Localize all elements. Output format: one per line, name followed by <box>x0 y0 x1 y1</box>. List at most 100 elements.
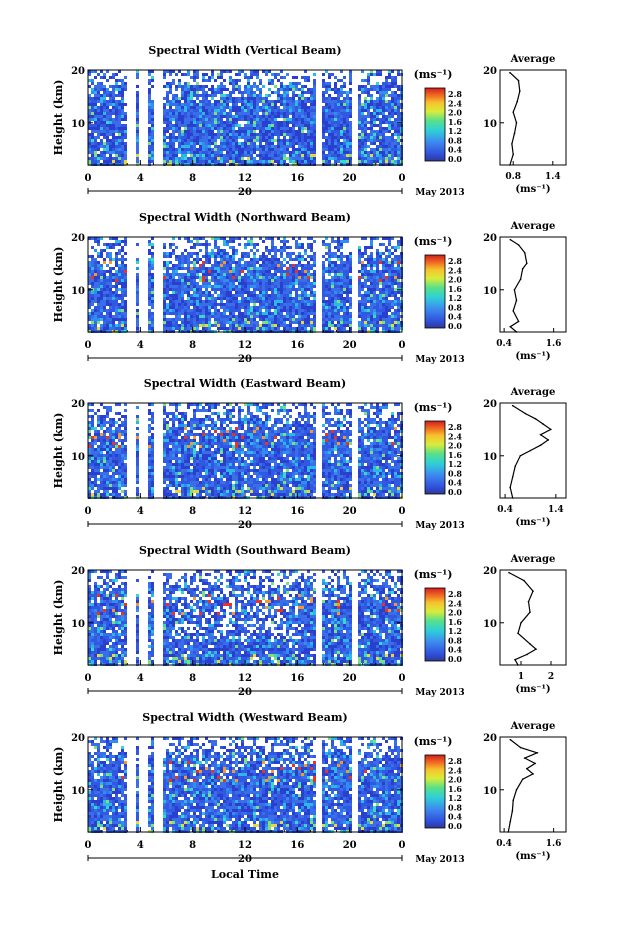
colorbar-tick-label: 0.8 <box>448 302 462 312</box>
colorbar-tick-label: 1.6 <box>448 617 462 627</box>
profile-point <box>523 757 526 759</box>
profile-y-tick-label: 20 <box>483 233 497 244</box>
profile-point <box>509 238 512 241</box>
colorbar <box>424 587 446 662</box>
profile-point <box>512 111 514 114</box>
profile-point <box>517 244 520 246</box>
profile-y-tick-label: 20 <box>483 399 497 410</box>
profile-point <box>512 310 514 312</box>
colorbar-unit: (ms⁻¹) <box>414 735 453 748</box>
colorbar-unit: (ms⁻¹) <box>414 568 453 581</box>
x-tick-label: 0 <box>399 506 406 517</box>
x-tick-label: 20 <box>343 506 357 517</box>
profile-x-tick-label: 1.4 <box>548 505 564 515</box>
profile-frame <box>499 736 567 833</box>
profile-point <box>523 252 526 254</box>
colorbar-tick-label: 0.8 <box>448 468 462 478</box>
profile-point <box>519 746 522 749</box>
colorbar-tick-label: 1.6 <box>448 450 462 460</box>
x-tick-label: 0 <box>399 340 406 351</box>
profile-point <box>529 449 532 452</box>
profile-point <box>524 412 527 415</box>
profile-point <box>539 444 542 447</box>
colorbar-tick-label: 2.8 <box>448 756 462 766</box>
panel-title: Spectral Width (Northward Beam) <box>139 211 351 224</box>
colorbar-tick-label: 2.4 <box>448 98 462 108</box>
profile-title: Average <box>510 554 556 565</box>
colorbar-tick-label: 1.2 <box>448 793 462 803</box>
y-tick-label: 20 <box>71 733 85 744</box>
heatmap-field <box>88 403 403 499</box>
profile-point <box>517 664 519 666</box>
colorbar-tick-label: 1.2 <box>448 293 462 303</box>
profile-point <box>529 611 531 614</box>
y-tick-label: 10 <box>71 786 85 797</box>
x-tick-label: 0 <box>399 173 406 184</box>
colorbar-tick-label: 2.4 <box>448 265 462 275</box>
profile-x-label: (ms⁻¹) <box>515 517 550 528</box>
x-tick-label: 8 <box>189 840 196 851</box>
profile-point <box>521 778 524 781</box>
profile-point <box>534 418 537 420</box>
x-tick-label: 0 <box>85 506 92 517</box>
panel-title: Spectral Width (Vertical Beam) <box>148 44 341 57</box>
profile-point <box>517 79 520 82</box>
profile-y-tick-label: 10 <box>483 119 497 130</box>
profile-point <box>535 648 537 650</box>
profile-point <box>527 600 530 603</box>
profile-point <box>515 788 518 791</box>
profile-point <box>536 752 538 754</box>
heatmap-field <box>88 70 403 166</box>
profile-point <box>511 143 513 145</box>
profile-title: Average <box>510 54 556 65</box>
profile-x-tick-label: 1.6 <box>546 839 562 849</box>
x-tick-label: 12 <box>238 840 252 851</box>
profile-point <box>509 325 512 328</box>
y-tick-label: 20 <box>71 399 85 410</box>
profile-x-tick-label: 1.4 <box>545 172 561 182</box>
colorbar-tick-label: 1.6 <box>448 784 462 794</box>
colorbar-tick-label: 0.0 <box>448 487 462 497</box>
colorbar <box>424 420 446 495</box>
profile-point <box>526 653 528 656</box>
x-tick-label: 20 <box>343 840 357 851</box>
panel-title: Spectral Width (Westward Beam) <box>142 711 347 724</box>
date-day-label: 20 <box>238 354 252 365</box>
profile-point <box>529 643 531 645</box>
colorbar-tick-label: 2.0 <box>448 775 462 785</box>
profile-point <box>509 71 511 74</box>
colorbar <box>424 754 446 829</box>
profile-point <box>515 331 518 333</box>
date-month-label: May 2013 <box>415 855 464 865</box>
profile-x-tick-label: 0.4 <box>496 839 512 849</box>
date-day-label: 20 <box>238 520 252 531</box>
colorbar-tick-label: 0.0 <box>448 654 462 664</box>
x-tick-label: 16 <box>290 673 304 684</box>
x-tick-label: 12 <box>238 173 252 184</box>
x-tick-label: 4 <box>137 340 144 351</box>
profile-point <box>539 433 542 436</box>
profile-point <box>511 404 514 407</box>
profile-point <box>509 486 511 489</box>
colorbar-unit: (ms⁻¹) <box>414 401 453 414</box>
colorbar-tick-label: 0.0 <box>448 154 462 164</box>
profile-point <box>514 465 517 468</box>
colorbar-tick-label: 2.4 <box>448 431 462 441</box>
x-tick-label: 0 <box>85 340 92 351</box>
date-month-label: May 2013 <box>415 188 464 198</box>
colorbar <box>424 254 446 329</box>
profile-point <box>515 121 518 124</box>
profile-point <box>549 428 552 431</box>
profile-point <box>520 621 522 624</box>
colorbar-tick-label: 0.4 <box>448 312 462 322</box>
profile-point <box>509 738 512 741</box>
y-tick-label: 20 <box>71 233 85 244</box>
profile-point <box>526 767 528 770</box>
profile-point <box>521 267 524 270</box>
x-tick-label: 0 <box>85 173 92 184</box>
colorbar-tick-label: 0.4 <box>448 478 462 488</box>
colorbar-tick-label: 1.2 <box>448 126 462 136</box>
colorbar-tick-label: 0.0 <box>448 821 462 831</box>
date-month-label: May 2013 <box>415 521 464 531</box>
